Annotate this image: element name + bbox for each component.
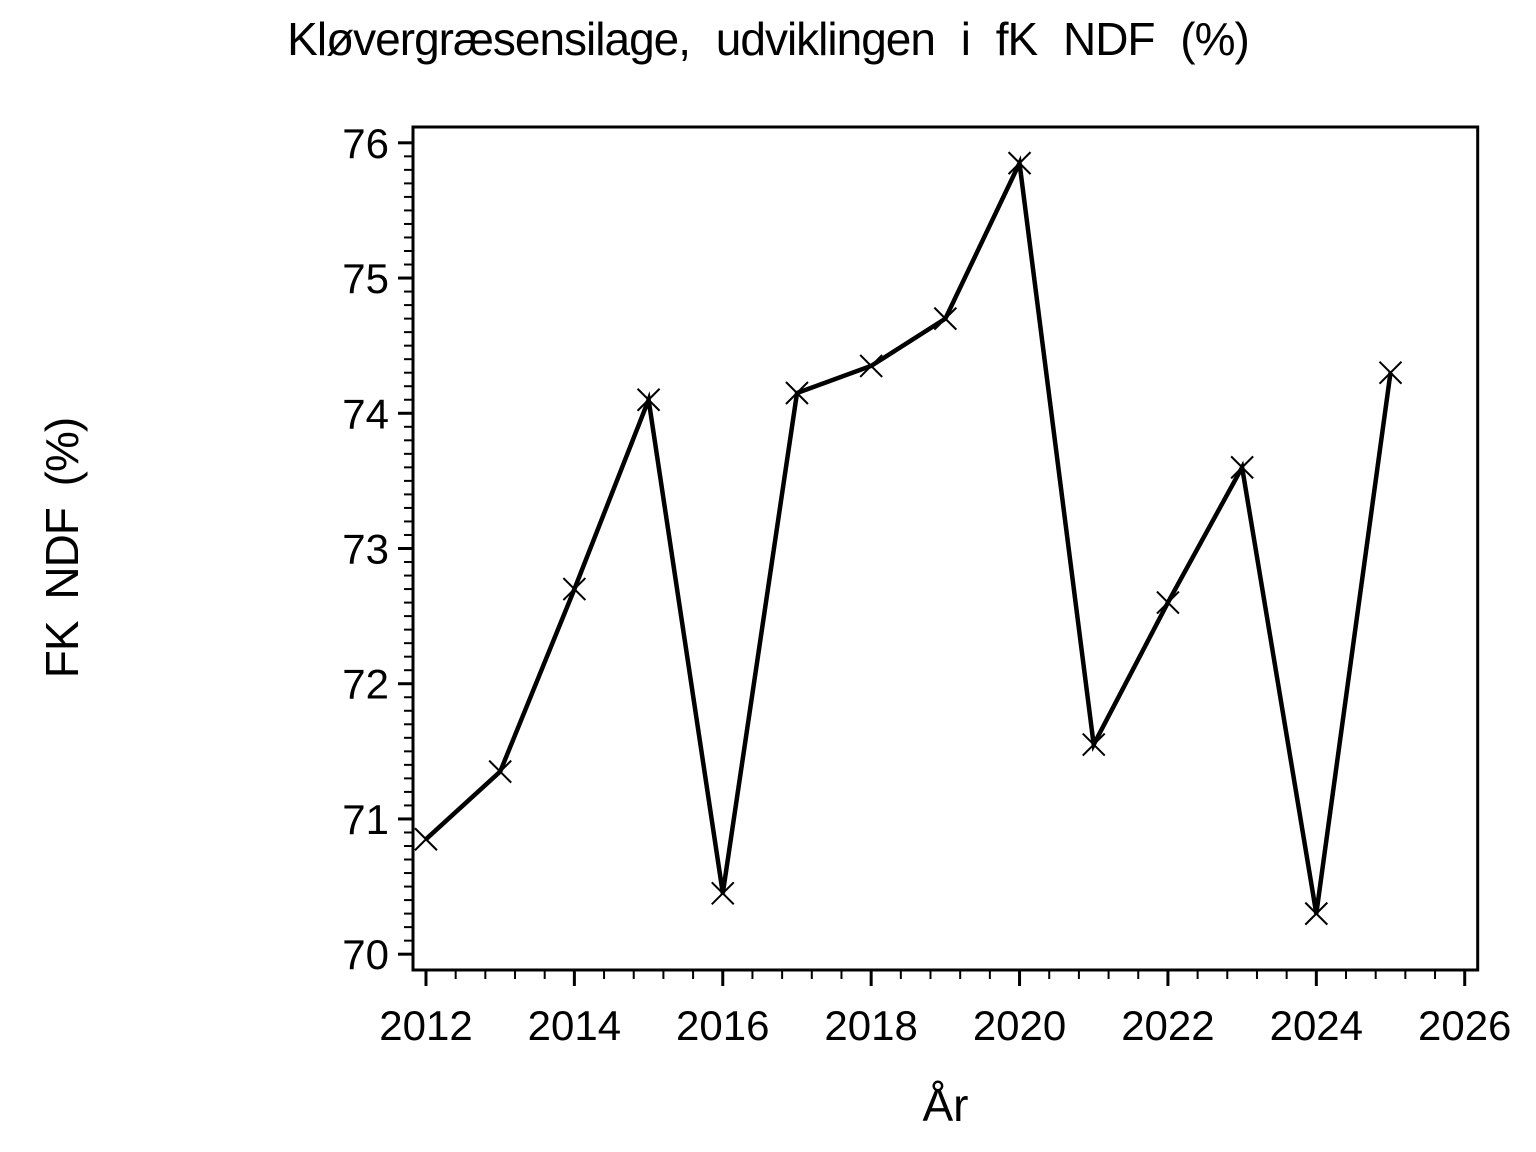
x-axis-label: År xyxy=(922,1079,969,1131)
data-line xyxy=(424,155,1393,914)
data-point-marker xyxy=(785,381,809,405)
data-point-marker xyxy=(488,759,512,784)
x-tick-label: 2022 xyxy=(1121,1002,1214,1049)
x-tick-label: 2014 xyxy=(528,1002,621,1049)
plot-border xyxy=(411,125,1480,972)
data-point-marker xyxy=(859,354,883,378)
chart-title: Kløvergræsensilage, udviklingen i fK NDF… xyxy=(287,13,1250,65)
x-tick-label: 2018 xyxy=(824,1002,917,1049)
data-point-marker xyxy=(1156,590,1180,615)
data-point-marker xyxy=(1304,901,1329,926)
data-point-marker xyxy=(562,577,587,601)
data-point-marker xyxy=(1230,455,1254,480)
y-tick-label: 75 xyxy=(342,255,389,302)
data-point-marker xyxy=(636,388,661,412)
x-tick-label: 2026 xyxy=(1418,1002,1511,1049)
y-tick-label: 73 xyxy=(342,526,389,573)
y-tick-label: 74 xyxy=(342,390,389,437)
data-point-marker xyxy=(1007,151,1032,175)
data-point-marker xyxy=(1378,360,1403,385)
x-tick-label: 2024 xyxy=(1270,1002,1363,1049)
data-point-marker xyxy=(933,306,958,331)
y-tick-label: 71 xyxy=(342,796,389,843)
y-tick-label: 70 xyxy=(342,931,389,978)
data-point-marker xyxy=(1082,732,1106,757)
y-tick-label: 72 xyxy=(342,661,389,708)
x-tick-label: 2012 xyxy=(379,1002,472,1049)
y-tick-label: 76 xyxy=(342,120,389,167)
data-point-marker xyxy=(711,881,735,906)
x-tick-label: 2016 xyxy=(676,1002,769,1049)
data-point-marker xyxy=(414,827,438,851)
x-tick-label: 2020 xyxy=(973,1002,1066,1049)
